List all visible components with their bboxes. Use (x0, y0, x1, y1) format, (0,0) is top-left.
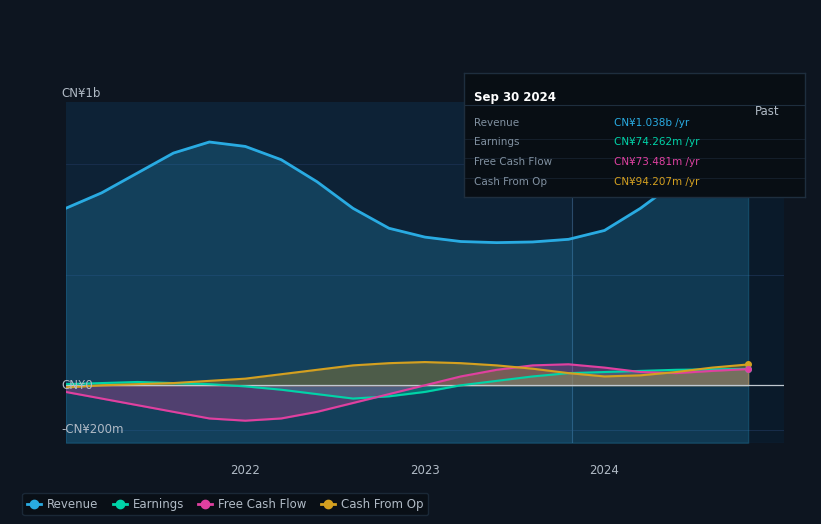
Text: -CN¥200m: -CN¥200m (62, 423, 124, 436)
Text: CN¥73.481m /yr: CN¥73.481m /yr (614, 157, 699, 167)
Legend: Revenue, Earnings, Free Cash Flow, Cash From Op: Revenue, Earnings, Free Cash Flow, Cash … (22, 493, 429, 516)
Text: CN¥94.207m /yr: CN¥94.207m /yr (614, 177, 699, 187)
Bar (572, 102, 784, 443)
Text: 2024: 2024 (589, 464, 619, 477)
Text: Revenue: Revenue (474, 117, 519, 128)
Text: CN¥0: CN¥0 (62, 379, 94, 392)
Text: CN¥1.038b /yr: CN¥1.038b /yr (614, 117, 689, 128)
Text: Sep 30 2024: Sep 30 2024 (474, 91, 556, 104)
Text: CN¥74.262m /yr: CN¥74.262m /yr (614, 137, 699, 147)
Text: Cash From Op: Cash From Op (474, 177, 547, 187)
Text: Past: Past (755, 105, 780, 118)
Text: 2023: 2023 (410, 464, 440, 477)
Text: Earnings: Earnings (474, 137, 520, 147)
Text: Free Cash Flow: Free Cash Flow (474, 157, 553, 167)
Text: 2022: 2022 (231, 464, 260, 477)
Text: CN¥1b: CN¥1b (62, 86, 101, 100)
